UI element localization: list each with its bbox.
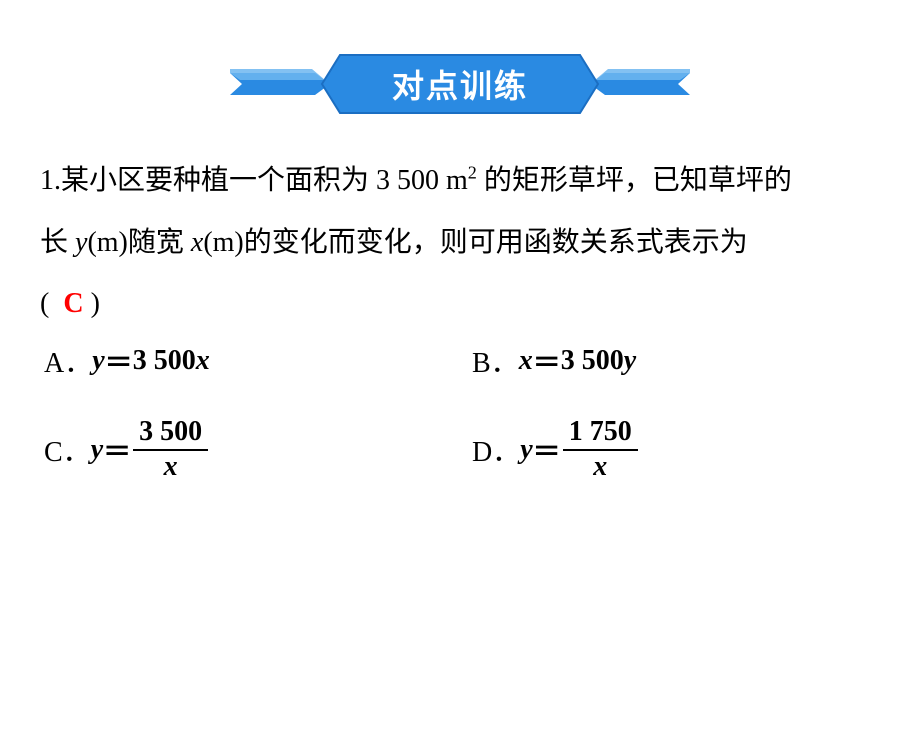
section-banner: 对点训练	[230, 48, 690, 120]
banner-stripe-right	[590, 69, 690, 99]
option-b-x: x	[519, 345, 533, 377]
option-b-y: y	[624, 345, 636, 377]
question-line-2: 长 y(m)随宽 x(m)的变化而变化，则可用函数关系式表示为	[40, 212, 880, 274]
option-a-label: A．	[44, 341, 92, 381]
option-a-y: y	[92, 345, 104, 377]
var-x: x	[191, 227, 203, 258]
question-content: 1.某小区要种植一个面积为 3 500 m2 的矩形草坪，已知草坪的 长 y(m…	[0, 120, 920, 482]
paren-open: (	[40, 288, 49, 319]
option-d-numerator: 1 750	[563, 417, 638, 451]
q2-text-b: (m)随宽	[87, 227, 190, 258]
option-d-denominator: x	[587, 451, 613, 483]
option-b: B． x＝3 500y	[472, 341, 880, 381]
option-d-eq: ＝	[533, 430, 561, 470]
option-a-x: x	[196, 345, 210, 377]
option-c-label: C．	[44, 430, 91, 470]
option-d: D． y＝ 1 750 x	[472, 417, 880, 483]
banner-title: 对点训练	[392, 61, 528, 107]
option-b-label: B．	[472, 341, 519, 381]
q1-sup: 2	[468, 163, 477, 183]
option-c: C． y＝ 3 500 x	[44, 417, 452, 483]
banner-stripe-left	[230, 69, 330, 99]
option-c-numerator: 3 500	[133, 417, 208, 451]
q2-text-c: (m)的变化而变化，则可用函数关系式表示为	[203, 227, 747, 258]
question-line-3: ( C )	[40, 273, 880, 335]
option-a-eq: ＝	[105, 341, 133, 381]
option-c-fraction: 3 500 x	[133, 417, 208, 483]
option-d-y: y	[520, 434, 532, 466]
option-c-denominator: x	[158, 451, 184, 483]
option-a: A． y＝3 500x	[44, 341, 452, 381]
answer-letter: C	[63, 288, 83, 319]
question-line-1: 1.某小区要种植一个面积为 3 500 m2 的矩形草坪，已知草坪的	[40, 150, 880, 212]
option-b-eq: ＝	[533, 341, 561, 381]
option-c-y: y	[91, 434, 103, 466]
question-number: 1.	[40, 165, 61, 196]
paren-close: )	[91, 288, 100, 319]
option-b-num: 3 500	[561, 345, 624, 377]
q1-text-b: 的矩形草坪，已知草坪的	[477, 165, 792, 196]
options-grid: A． y＝3 500x B． x＝3 500y C． y＝ 3 500 x D．…	[40, 341, 880, 483]
option-d-label: D．	[472, 430, 520, 470]
banner-body: 对点训练	[320, 53, 600, 115]
var-y: y	[75, 227, 87, 258]
option-c-eq: ＝	[103, 430, 131, 470]
option-d-fraction: 1 750 x	[563, 417, 638, 483]
q2-text-a: 长	[40, 227, 75, 258]
option-a-num: 3 500	[133, 345, 196, 377]
q1-text-a: 某小区要种植一个面积为 3 500 m	[61, 165, 468, 196]
